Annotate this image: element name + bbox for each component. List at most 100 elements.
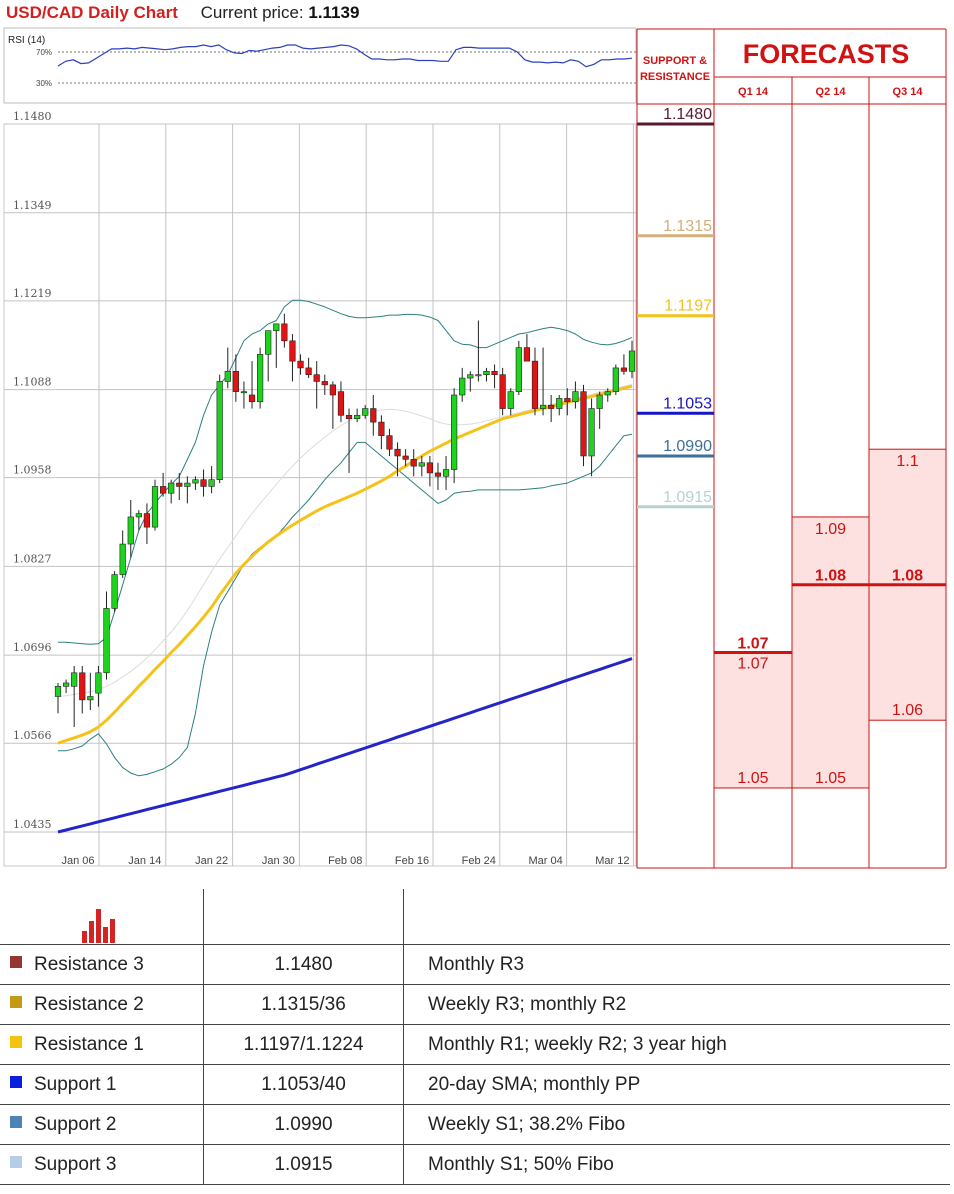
candle-body [604,391,611,396]
candle-body [548,404,555,409]
y-tick-label: 1.1480 [13,110,52,123]
candle-body [71,672,78,687]
candle-body [410,459,417,467]
candle-body [281,323,288,342]
candle-body [515,347,522,392]
candle-body [402,455,409,460]
rsi-level-70: 70% [36,48,52,57]
candle-body [87,696,94,701]
candle-body [54,686,62,697]
level-name: Resistance 3 [34,953,144,975]
candle-body [79,672,86,701]
candle-body [265,330,272,355]
level-name: Resistance 1 [34,1033,144,1055]
forecast-median-label: 1.07 [737,635,768,652]
forecast-high-label: 1.1 [896,453,918,470]
level-color-swatch [10,1116,22,1129]
candle-body [628,350,636,372]
bar-chart-logo-icon [82,908,115,943]
forecast-range-box [791,516,870,789]
candle-body [192,479,199,484]
candle-body [491,370,498,375]
sr-level-label: 1.0990 [663,438,712,455]
x-tick-label: Jan 22 [195,855,228,867]
forecast-low-label: 1.06 [892,702,923,719]
candle-body [378,421,385,436]
y-tick-label: 1.0435 [13,818,52,831]
candle-body [168,482,175,494]
level-color-swatch [10,1036,22,1049]
level-note-cell: 20-day SMA; monthly PP [403,1064,950,1105]
x-tick-label: Feb 24 [462,855,496,867]
candle-body [111,574,118,609]
level-name-cell: Resistance 1 [0,1024,204,1065]
table-row: Support 3 1.0915 Monthly S1; 50% Fibo [0,1144,950,1185]
level-note-cell: Weekly S1; 38.2% Fibo [403,1104,950,1145]
candle-body [151,486,159,528]
current-price-label: Current price: [200,3,309,22]
candle-body [200,479,207,487]
sma-200-line [57,657,633,834]
candle-body [442,469,450,477]
candle-body [248,394,256,403]
x-tick-label: Mar 12 [595,855,629,867]
sr-level-label: 1.0915 [663,489,712,506]
candle-body [313,374,320,382]
level-note-cell: Monthly S1; 50% Fibo [403,1144,950,1185]
x-tick-label: Jan 06 [61,855,94,867]
y-tick-label: 1.0827 [13,552,52,565]
candle-body [620,367,628,372]
level-name: Resistance 2 [34,993,144,1015]
forecast-quarter-label: Q2 14 [816,86,847,98]
candle-body [556,398,563,409]
candle-body [523,347,531,362]
candle-body [184,482,191,487]
candle-body [467,374,474,379]
x-tick-label: Mar 04 [528,855,562,867]
candle-body [257,354,264,403]
chart-title-bar: USD/CAD Daily Chart Current price: 1.113… [6,3,359,25]
rsi-panel [3,27,637,104]
x-tick-label: Feb 16 [395,855,429,867]
sr-header-line2: RESISTANCE [640,71,710,83]
levels-table: Resistance 3 1.1480 Monthly R3 Resistance 2… [0,889,950,1185]
y-tick-label: 1.0566 [13,729,52,742]
candle-body [539,404,547,409]
table-row: Resistance 2 1.1315/36 Weekly R3; monthly … [0,984,950,1025]
current-price-value: 1.1139 [308,3,360,22]
y-tick-label: 1.1219 [13,287,52,300]
candle-body [273,323,280,331]
y-tick-label: 1.0958 [13,464,52,477]
chart-area: 1.1480 1.1349 1.1219 1.1088 1.0958 1.0827 1.06… [3,27,947,869]
candle-body [289,340,296,362]
level-name-cell: Support 3 [0,1144,204,1185]
candle-body [119,543,126,575]
level-name-cell: Support 2 [0,1104,204,1145]
forecast-quarter-label: Q1 14 [738,86,769,98]
sma-50-line [57,384,633,745]
level-name-cell: Resistance 2 [0,984,204,1025]
forecasts-title: FORECASTS [743,39,910,69]
candle-body [135,513,142,518]
candle-body [580,391,587,457]
level-color-swatch [10,996,22,1009]
candle-body [588,408,595,457]
table-row: Resistance 3 1.1480 Monthly R3 [0,944,950,985]
forecast-high-label: 1.07 [737,655,768,672]
level-value-cell: 1.0915 [203,1144,404,1185]
sr-level-label: 1.1053 [663,395,712,412]
candle-body [345,415,353,420]
candle-body [216,381,223,480]
candle-body [232,370,239,392]
level-color-swatch [10,1156,22,1169]
candle-body [62,682,70,687]
sr-level-label: 1.1197 [664,298,712,315]
candle-body [386,435,393,450]
candle-body [362,408,369,416]
candle-body [127,516,134,545]
level-color-swatch [10,956,22,969]
candle-body [103,608,110,674]
bollinger-lower-line [58,433,633,777]
chart-title: USD/CAD Daily Chart [6,3,178,22]
candle-body [240,391,248,394]
